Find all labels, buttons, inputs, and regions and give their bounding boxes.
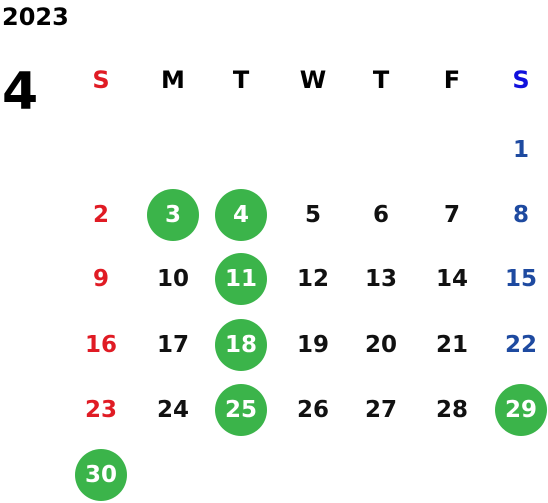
day-cell-7[interactable]: 7: [443, 202, 460, 228]
day-cell-15[interactable]: 15: [504, 266, 537, 292]
day-cell-22[interactable]: 22: [504, 332, 537, 358]
day-cell-27[interactable]: 27: [364, 397, 397, 423]
day-cell-26[interactable]: 26: [296, 397, 329, 423]
day-cell-23[interactable]: 23: [84, 397, 117, 423]
day-cell-9[interactable]: 9: [92, 266, 109, 292]
day-cell-17[interactable]: 17: [156, 332, 189, 358]
day-cell-4[interactable]: 4: [215, 189, 267, 241]
day-cell-11[interactable]: 11: [215, 253, 267, 305]
day-cell-30[interactable]: 30: [75, 449, 127, 501]
weekday-label-sun: S: [92, 66, 110, 94]
weekday-label-sat: S: [512, 66, 530, 94]
day-cell-19[interactable]: 19: [296, 332, 329, 358]
day-cell-18[interactable]: 18: [215, 319, 267, 371]
calendar-year: 2023: [2, 3, 69, 31]
weekday-label-wed: W: [299, 66, 327, 94]
day-cell-3[interactable]: 3: [147, 189, 199, 241]
day-cell-20[interactable]: 20: [364, 332, 397, 358]
weekday-label-thu: T: [372, 66, 390, 94]
day-cell-25[interactable]: 25: [215, 384, 267, 436]
day-cell-6[interactable]: 6: [372, 202, 389, 228]
day-cell-2[interactable]: 2: [92, 202, 109, 228]
day-cell-14[interactable]: 14: [435, 266, 468, 292]
day-cell-21[interactable]: 21: [435, 332, 468, 358]
calendar-month: 4: [2, 62, 39, 122]
weekday-label-mon: M: [161, 66, 185, 94]
day-cell-28[interactable]: 28: [435, 397, 468, 423]
day-cell-16[interactable]: 16: [84, 332, 117, 358]
day-cell-12[interactable]: 12: [296, 266, 329, 292]
day-cell-24[interactable]: 24: [156, 397, 189, 423]
weekday-label-fri: F: [443, 66, 461, 94]
day-cell-8[interactable]: 8: [512, 202, 529, 228]
weekday-label-tue: T: [232, 66, 250, 94]
day-cell-13[interactable]: 13: [364, 266, 397, 292]
day-cell-29[interactable]: 29: [495, 384, 547, 436]
day-cell-1[interactable]: 1: [512, 137, 529, 163]
day-cell-5[interactable]: 5: [304, 202, 321, 228]
day-cell-10[interactable]: 10: [156, 266, 189, 292]
